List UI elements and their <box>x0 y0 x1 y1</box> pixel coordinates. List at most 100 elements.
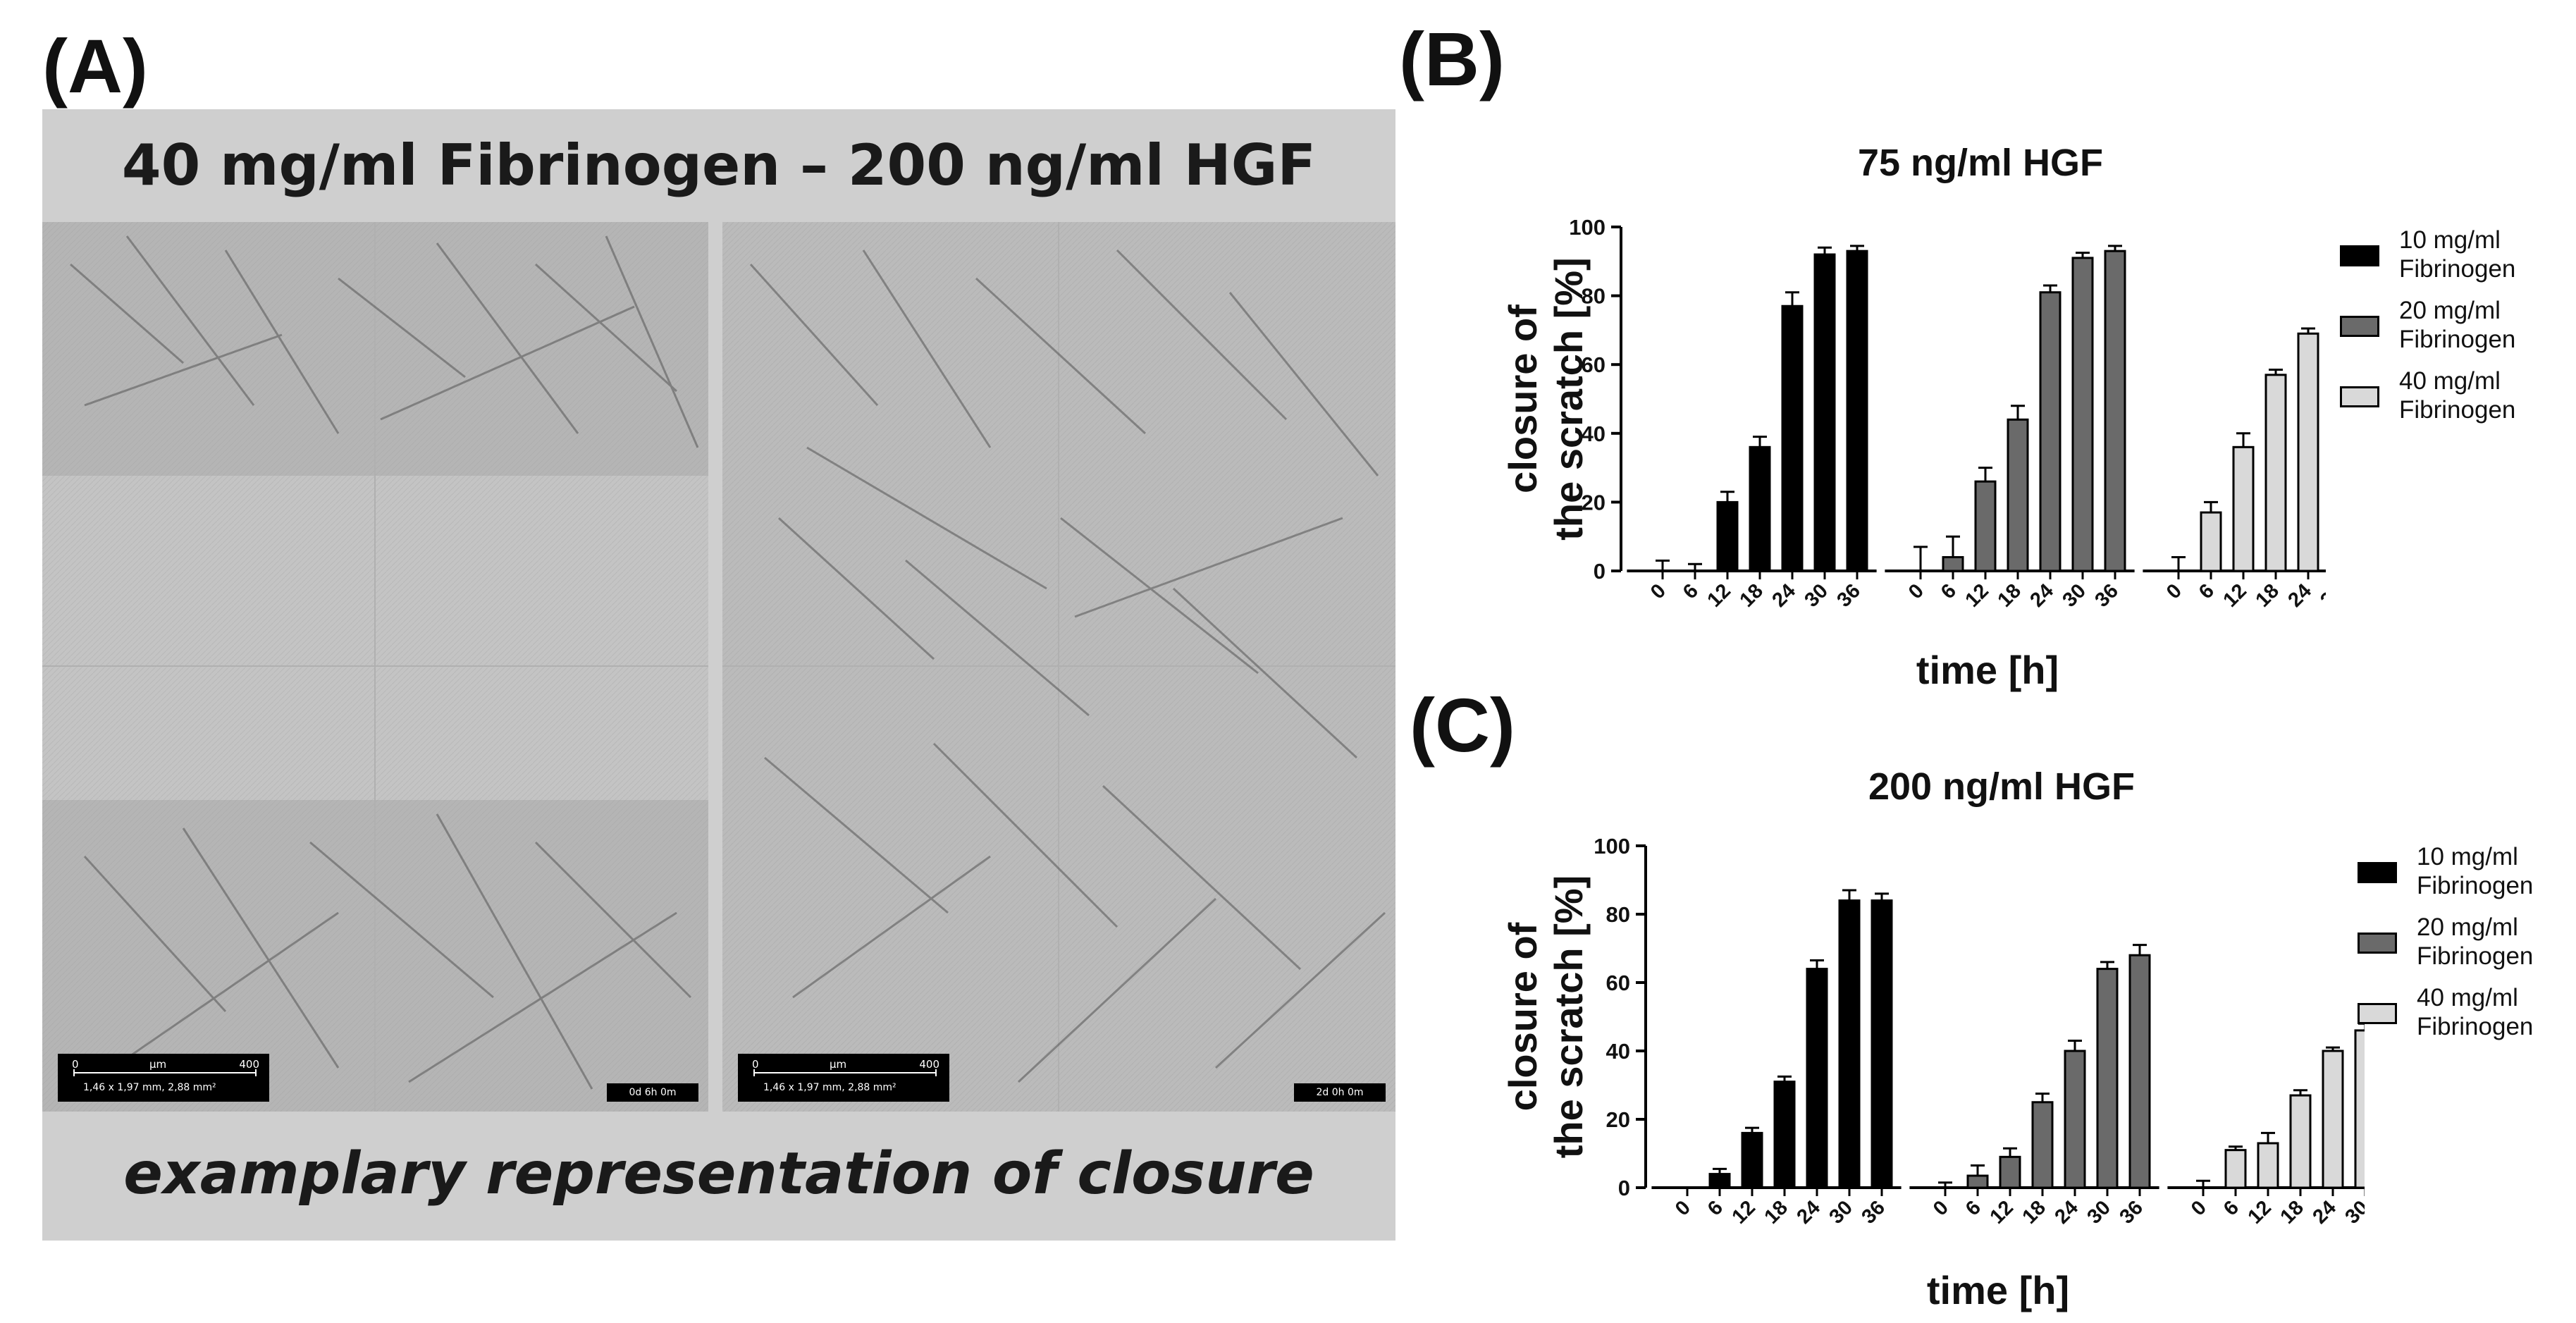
scale-bar-end: 400 <box>239 1058 259 1071</box>
legend-label: 40 mg/ml Fibrinogen <box>2417 984 2534 1040</box>
x-tick-label: 18 <box>2019 1196 2050 1228</box>
bar <box>2007 418 2029 572</box>
y-tick-label: 80 <box>1582 284 1606 309</box>
legend-label: 20 mg/ml Fibrinogen <box>2399 297 2516 353</box>
y-tick-label: 100 <box>1594 834 1630 859</box>
scale-bar-end: 400 <box>919 1058 939 1071</box>
x-tick-label: 30 <box>1801 579 1832 611</box>
y-axis-label-line2: the scratch [%] <box>1546 875 1591 1158</box>
scale-bar-tick <box>753 1069 755 1076</box>
x-tick-label: 0 <box>1671 1196 1695 1220</box>
y-axis-label-line1: closure of <box>1500 922 1545 1111</box>
legend-swatch-40 <box>2340 386 2379 407</box>
y-tick-label: 40 <box>1606 1039 1630 1064</box>
legend-swatch-20 <box>2358 933 2397 954</box>
micrograph-footer: examplary representation of closure <box>123 1140 1314 1207</box>
scale-bar-line <box>753 1072 937 1073</box>
micrograph-right-image <box>722 222 1395 1112</box>
x-tick-label: 36 <box>2091 579 2123 611</box>
timestamp-right: 2d 0h 0m <box>1294 1083 1386 1102</box>
bar <box>1942 555 1964 572</box>
micrograph-left: 0 µm 400 1,46 x 1,97 mm, 2,88 mm² 0d 6h … <box>42 222 708 1112</box>
panel-label-b: (B) <box>1399 16 1505 101</box>
y-axis-label-line2: the scratch [%] <box>1546 257 1591 540</box>
x-tick-label: 18 <box>1761 1196 1792 1228</box>
bar <box>1966 1174 1989 1189</box>
bar <box>1781 304 1804 572</box>
legend-item: 20 mg/ml Fibrinogen <box>2340 296 2572 359</box>
bar <box>2264 374 2287 572</box>
x-tick-label: 12 <box>1986 1196 2018 1228</box>
scale-bar-right: 0 µm 400 1,46 x 1,97 mm, 2,88 mm² <box>738 1054 949 1102</box>
x-tick-label: 12 <box>2219 579 2251 611</box>
bar <box>2071 257 2094 572</box>
bar <box>1871 899 1893 1189</box>
x-tick-label: 6 <box>1679 579 1703 603</box>
timestamp-left: 0d 6h 0m <box>607 1083 698 1102</box>
x-tick-label: 6 <box>1703 1196 1727 1220</box>
bar <box>2224 1149 2247 1189</box>
legend-item: 20 mg/ml Fibrinogen <box>2358 913 2576 976</box>
bar <box>2354 1029 2365 1189</box>
x-tick-label: 24 <box>2284 579 2316 611</box>
legend-item: 40 mg/ml Fibrinogen <box>2358 983 2576 1047</box>
legend-swatch-40 <box>2358 1003 2397 1024</box>
bar <box>1773 1081 1796 1189</box>
chart-b-legend: 10 mg/ml Fibrinogen 20 mg/ml Fibrinogen … <box>2340 226 2572 437</box>
x-tick-label: 12 <box>2244 1196 2276 1228</box>
bar <box>1813 253 1836 572</box>
x-tick-label: 0 <box>1904 579 1928 603</box>
x-tick-label: 36 <box>2116 1196 2147 1228</box>
scale-bar-tick <box>935 1069 937 1076</box>
x-tick-label: 6 <box>2195 579 2219 603</box>
x-tick-label: 12 <box>1961 579 1993 611</box>
scale-bar-area: 1,46 x 1,97 mm, 2,88 mm² <box>763 1082 896 1093</box>
scale-bar-unit: µm <box>830 1058 847 1071</box>
x-tick-label: 24 <box>1768 579 1800 611</box>
legend-label: 40 mg/ml Fibrinogen <box>2399 367 2516 424</box>
scale-bar-line <box>73 1072 257 1073</box>
x-tick-label: 12 <box>1703 579 1735 611</box>
panel-label-c: (C) <box>1410 682 1515 768</box>
bar <box>1741 1131 1763 1189</box>
bar <box>1716 500 1739 572</box>
legend-swatch-10 <box>2340 245 2379 266</box>
y-tick-label: 20 <box>1606 1107 1630 1132</box>
bar <box>2128 954 2151 1189</box>
x-tick-label: 30 <box>2317 579 2326 611</box>
bar <box>1999 1155 2021 1189</box>
y-tick-label: 60 <box>1606 971 1630 995</box>
y-tick-label: 100 <box>1569 215 1606 240</box>
x-axis-label: time [h] <box>1927 1268 2069 1312</box>
y-axis-label-line1: closure of <box>1500 304 1545 493</box>
chart-c-legend: 10 mg/ml Fibrinogen 20 mg/ml Fibrinogen … <box>2358 842 2576 1054</box>
x-tick-label: 24 <box>2026 579 2058 611</box>
x-tick-label: 6 <box>1937 579 1961 603</box>
x-tick-label: 6 <box>2219 1196 2243 1220</box>
x-tick-label: 24 <box>2051 1196 2083 1228</box>
x-tick-label: 12 <box>1728 1196 1760 1228</box>
bar <box>2297 332 2319 572</box>
micrograph-header: 40 mg/ml Fibrinogen – 200 ng/ml HGF <box>121 132 1317 198</box>
x-tick-label: 30 <box>1825 1196 1857 1228</box>
scale-bar-area: 1,46 x 1,97 mm, 2,88 mm² <box>83 1082 216 1093</box>
bar <box>1838 899 1861 1189</box>
legend-item: 10 mg/ml Fibrinogen <box>2340 226 2572 289</box>
bar <box>2257 1142 2279 1189</box>
bar <box>1846 250 1868 572</box>
micrograph-right: 0 µm 400 1,46 x 1,97 mm, 2,88 mm² 2d 0h … <box>722 222 1395 1112</box>
chart-b-title: 75 ng/ml HGF <box>1857 142 2104 184</box>
bar <box>2104 250 2126 572</box>
y-tick-label: 0 <box>1594 559 1606 584</box>
x-tick-label: 30 <box>2059 579 2090 611</box>
x-tick-label: 30 <box>2341 1196 2365 1228</box>
x-tick-label: 30 <box>2083 1196 2115 1228</box>
legend-label: 10 mg/ml Fibrinogen <box>2417 843 2534 899</box>
micrograph-left-image <box>42 222 708 1112</box>
legend-swatch-10 <box>2358 862 2397 883</box>
x-tick-label: 24 <box>1793 1196 1825 1228</box>
bar <box>2096 968 2119 1189</box>
legend-item: 40 mg/ml Fibrinogen <box>2340 367 2572 430</box>
x-tick-label: 0 <box>2187 1196 2211 1220</box>
